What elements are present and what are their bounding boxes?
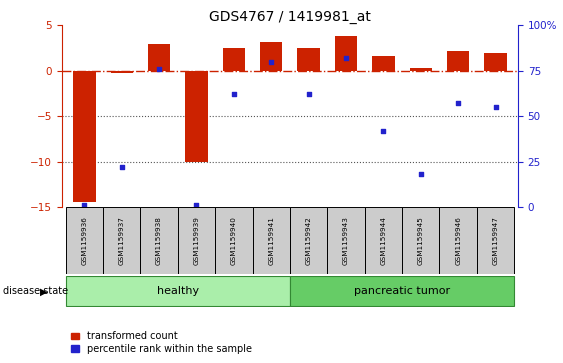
Bar (260, 42, 283, 71)
Bar (409, 68, 432, 71)
Point (491, 104, 500, 110)
Legend: transformed count, percentile rank within the sample: transformed count, percentile rank withi… (67, 327, 256, 358)
Bar (335, 36, 358, 71)
Text: pancreatic tumor: pancreatic tumor (354, 286, 450, 296)
Text: GSM1159939: GSM1159939 (194, 216, 199, 265)
Point (117, 164, 126, 170)
Point (80, 202, 89, 208)
Title: GDS4767 / 1419981_at: GDS4767 / 1419981_at (209, 11, 371, 24)
Point (267, 59, 276, 65)
Text: GSM1159943: GSM1159943 (343, 216, 349, 265)
Point (342, 55, 351, 61)
Bar (372, 56, 395, 71)
Bar (477, 207, 514, 274)
Text: GSM1159938: GSM1159938 (156, 216, 162, 265)
Bar (178, 207, 215, 274)
Bar (148, 44, 171, 71)
Text: GSM1159944: GSM1159944 (381, 216, 386, 265)
Text: ▶: ▶ (41, 286, 48, 296)
Text: GSM1159940: GSM1159940 (231, 216, 237, 265)
Text: GSM1159942: GSM1159942 (306, 216, 312, 265)
Bar (66, 277, 290, 306)
Bar (402, 207, 440, 274)
Text: GSM1159936: GSM1159936 (82, 216, 87, 265)
Bar (110, 71, 133, 73)
Text: GSM1159941: GSM1159941 (268, 216, 274, 265)
Bar (140, 207, 178, 274)
Bar (365, 207, 402, 274)
Bar (103, 207, 140, 274)
Text: disease state: disease state (3, 286, 68, 296)
Point (192, 202, 201, 208)
Bar (327, 207, 365, 274)
Point (416, 171, 425, 177)
Bar (484, 53, 507, 71)
Text: GSM1159937: GSM1159937 (119, 216, 125, 265)
Bar (253, 207, 290, 274)
Bar (290, 277, 514, 306)
Bar (222, 48, 245, 71)
Bar (297, 48, 320, 71)
Point (379, 128, 388, 134)
Point (454, 101, 463, 106)
Bar (290, 207, 327, 274)
Point (229, 91, 238, 97)
Bar (447, 51, 470, 71)
Point (155, 66, 164, 72)
Text: healthy: healthy (157, 286, 199, 296)
Bar (66, 207, 103, 274)
Text: GSM1159946: GSM1159946 (455, 216, 461, 265)
Text: GSM1159945: GSM1159945 (418, 216, 424, 265)
Point (304, 91, 313, 97)
Bar (215, 207, 253, 274)
Text: GSM1159947: GSM1159947 (493, 216, 498, 265)
Bar (185, 71, 208, 162)
Bar (73, 71, 96, 203)
Bar (440, 207, 477, 274)
